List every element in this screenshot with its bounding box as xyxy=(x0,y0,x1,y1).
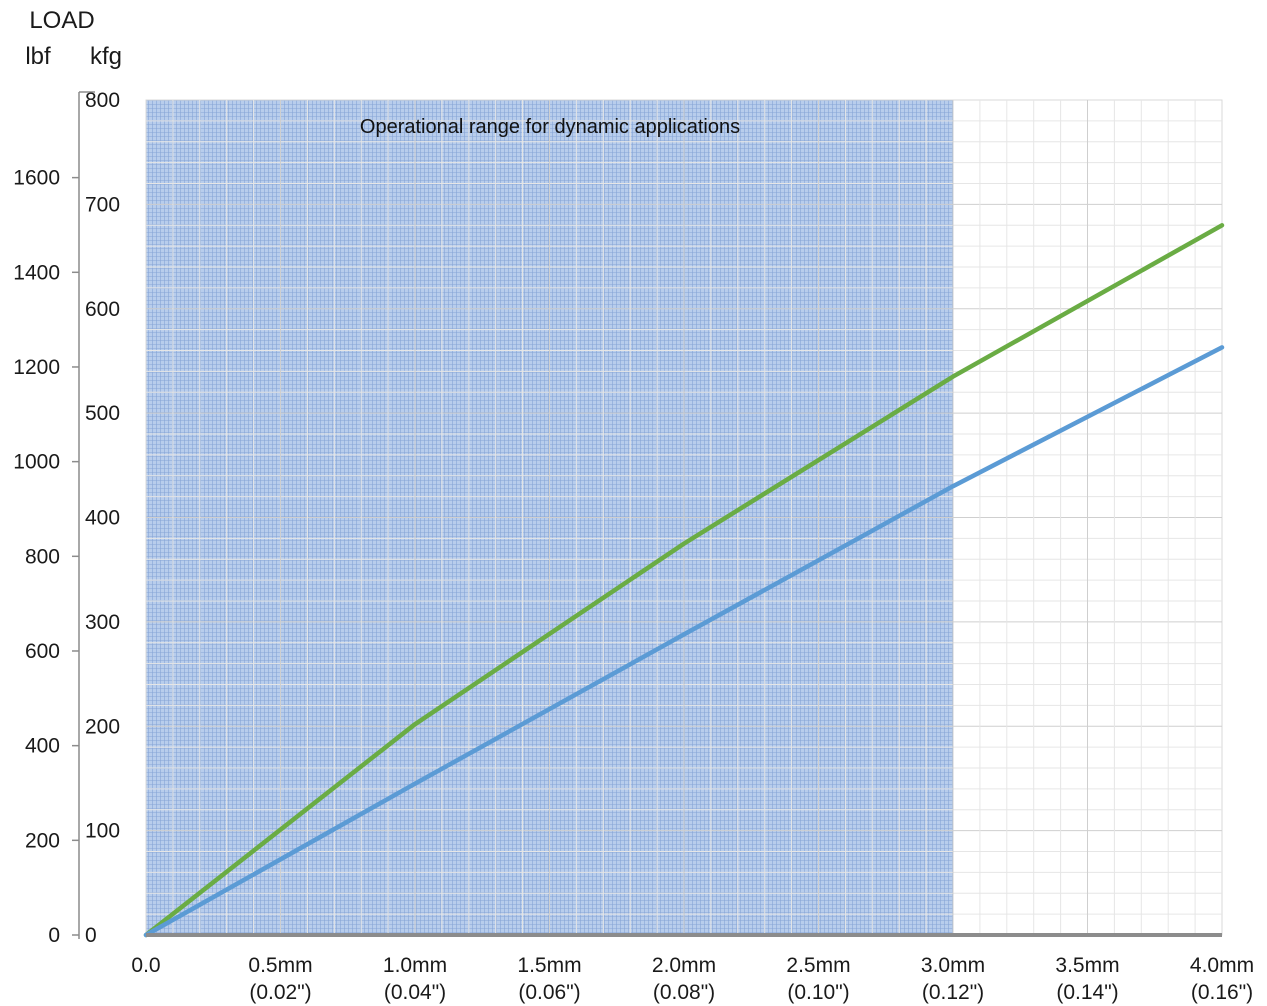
y-tick-label-kgf: 200 xyxy=(85,715,120,738)
y-tick-label-lbf: 1000 xyxy=(13,451,60,474)
x-tick-sublabel: (0.08") xyxy=(653,981,715,1004)
y-tick-label-lbf: 1400 xyxy=(13,261,60,284)
x-tick-sublabel: (0.10") xyxy=(787,981,849,1004)
y-axis-unit-kgf: kfg xyxy=(90,43,122,70)
axis-layer xyxy=(78,91,1222,939)
y-tick-label-kgf: 700 xyxy=(85,193,120,216)
y-tick-label-kgf: 300 xyxy=(85,611,120,634)
x-tick-sublabel: (0.02") xyxy=(249,981,311,1004)
x-tick-sublabel: (0.16") xyxy=(1191,981,1253,1004)
y-tick-label-lbf: 600 xyxy=(25,640,60,663)
y-tick-label-lbf: 1600 xyxy=(13,167,60,190)
y-tick-label-kgf: 0 xyxy=(85,924,97,947)
series-line-2 xyxy=(143,345,1225,938)
y-tick-label-lbf: 0 xyxy=(48,924,60,947)
y-tick-label-lbf: 200 xyxy=(25,829,60,852)
x-tick-label: 1.5mm xyxy=(517,954,581,977)
y-tick-labels-kgf: 0 100 200 300 400 500 600 700 800 xyxy=(85,89,120,947)
y-tick-label-kgf: 400 xyxy=(85,507,120,530)
shaded-region-label: Operational range for dynamic applicatio… xyxy=(360,116,740,138)
x-tick-sublabel: (0.04") xyxy=(384,981,446,1004)
y-tick-label-kgf: 100 xyxy=(85,820,120,843)
x-tick-sublabel: (0.12") xyxy=(922,981,984,1004)
x-tick-label: 0.5mm xyxy=(248,954,312,977)
x-tick-label: 1.0mm xyxy=(383,954,447,977)
series-line-1 xyxy=(143,223,1225,938)
x-tick-sublabel: (0.14") xyxy=(1056,981,1118,1004)
y-tick-label-kgf: 500 xyxy=(85,402,120,425)
x-tick-label: 2.5mm xyxy=(786,954,850,977)
series-layer xyxy=(143,223,1225,938)
grid-layer xyxy=(145,99,1223,936)
y-axis-title: LOAD xyxy=(29,7,94,34)
y-tick-label-lbf: 800 xyxy=(25,545,60,568)
y-tick-label-lbf: 400 xyxy=(25,735,60,758)
x-tick-label: 3.5mm xyxy=(1055,954,1119,977)
x-tick-sublabel: (0.06") xyxy=(518,981,580,1004)
y-tick-labels-lbf: 0 200 400 600 800 1000 1200 1400 1600 xyxy=(13,167,79,947)
y-tick-label-lbf: 1200 xyxy=(13,356,60,379)
y-tick-label-kgf: 800 xyxy=(85,89,120,112)
x-tick-label: 3.0mm xyxy=(921,954,985,977)
x-tick-label: 2.0mm xyxy=(652,954,716,977)
x-tick-labels: 0.0 0.5mm (0.02") 1.0mm (0.04") 1.5mm (0.06") 2… xyxy=(131,954,1254,1004)
x-tick-label: 0.0 xyxy=(131,954,160,977)
y-tick-label-kgf: 600 xyxy=(85,298,120,321)
x-tick-label: 4.0mm xyxy=(1190,954,1254,977)
y-axis-unit-lbf: lbf xyxy=(25,43,51,70)
